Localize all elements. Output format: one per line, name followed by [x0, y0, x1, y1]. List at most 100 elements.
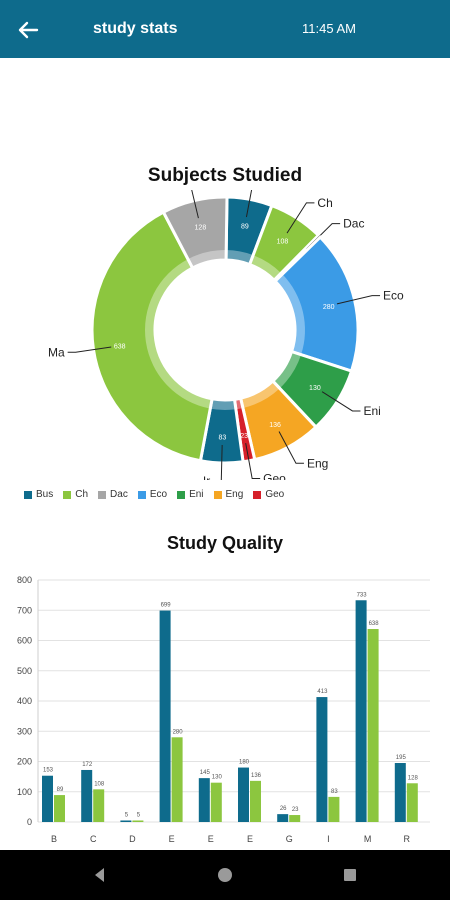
- donut-leader-line: [286, 202, 315, 234]
- donut-value-label: 128: [195, 224, 207, 231]
- bar-value-label: 26: [280, 806, 287, 812]
- page-title: study stats: [93, 20, 178, 37]
- bar-2-6[interactable]: [289, 815, 301, 822]
- legend-item-eco[interactable]: Eco: [137, 489, 168, 500]
- bar-value-label: 136: [251, 773, 262, 779]
- bar-value-label: 153: [43, 768, 54, 774]
- donut-inner-ring: [226, 250, 254, 265]
- bar-value-label: 128: [408, 775, 419, 781]
- legend-label: Eco: [149, 489, 168, 500]
- bar-value-label: 23: [292, 807, 299, 813]
- bar-1-9[interactable]: [394, 763, 406, 822]
- x-tick-label: G: [286, 834, 293, 844]
- status-time: 11:45 AM: [302, 21, 356, 36]
- donut-value-label: 130: [309, 385, 321, 392]
- bar-1-3[interactable]: [159, 610, 171, 822]
- bar-1-0[interactable]: [42, 775, 53, 822]
- bar-2-5[interactable]: [250, 780, 261, 822]
- bar-2-7[interactable]: [328, 796, 340, 822]
- bar-2-4[interactable]: [210, 782, 222, 822]
- legend-item-dac[interactable]: Dac: [98, 489, 128, 500]
- legend-swatch: [98, 490, 107, 499]
- bar-1-7[interactable]: [316, 697, 328, 822]
- legend-swatch: [213, 490, 222, 499]
- legend-item-ch[interactable]: Ch: [63, 489, 88, 500]
- donut-slice-label: Geo: [263, 472, 286, 480]
- bar-1-6[interactable]: [277, 814, 289, 822]
- bar-chart: 0 100 200 300 400 500 600 700 800 153 89 B 172 108 C 5 5…: [17, 575, 430, 844]
- bar-chart-title: Study Quality: [166, 533, 283, 553]
- donut-inner-ring: [249, 255, 282, 281]
- bar-1-5[interactable]: [238, 767, 249, 822]
- y-tick-label: 500: [17, 666, 32, 676]
- bar-value-label: 195: [396, 755, 407, 761]
- donut-leader-line: [245, 190, 253, 218]
- legend-label: Geo: [265, 489, 285, 500]
- y-tick-label: 600: [17, 636, 32, 646]
- bar-value-label: 413: [317, 689, 328, 695]
- bar-value-label: 733: [357, 592, 368, 598]
- legend-label: Dac: [110, 489, 128, 500]
- legend-label: Eni: [189, 489, 204, 500]
- donut-slice-ma[interactable]: [90, 210, 214, 463]
- y-tick-label: 300: [17, 726, 32, 736]
- donut-leader-line: [67, 346, 112, 353]
- square-recents-icon[interactable]: [340, 865, 360, 885]
- donut-slice-eco[interactable]: [273, 235, 360, 373]
- y-tick-label: 800: [17, 575, 32, 585]
- legend-item-eng[interactable]: Eng: [213, 489, 243, 500]
- legend-swatch: [177, 490, 186, 499]
- bar-value-label: 699: [161, 603, 172, 609]
- bar-2-9[interactable]: [406, 783, 418, 822]
- bar-1-1[interactable]: [81, 769, 93, 822]
- donut-inner-ring: [145, 259, 213, 409]
- donut-chart: 89Bus108Ch5Dac280Eco130Eni136Eng23Geo83I…: [48, 190, 404, 480]
- x-tick-label: M: [364, 834, 372, 844]
- donut-slice-re[interactable]: [161, 195, 229, 270]
- x-tick-label: B: [51, 834, 57, 844]
- donut-slice-label: Eni: [363, 404, 380, 418]
- legend-label: Bus: [36, 489, 54, 500]
- system-nav-bar: [0, 850, 450, 900]
- legend-swatch: [137, 490, 146, 499]
- legend-swatch: [24, 490, 32, 499]
- bar-2-0[interactable]: [54, 795, 65, 822]
- legend-item-geo[interactable]: Geo: [253, 489, 284, 500]
- arrow-left-icon[interactable]: [12, 14, 44, 46]
- legend-item-eni[interactable]: Eni: [177, 489, 204, 500]
- legend-item-bus[interactable]: Bus: [24, 489, 53, 500]
- donut-leader-line: [321, 391, 361, 412]
- bar-1-4[interactable]: [198, 778, 210, 822]
- bar-2-8[interactable]: [367, 629, 379, 822]
- y-tick-label: 100: [17, 787, 32, 797]
- bar-1-2[interactable]: [120, 820, 132, 822]
- donut-leader-line: [191, 190, 199, 219]
- bar-value-label: 130: [212, 775, 223, 781]
- bar-value-label: 172: [82, 762, 93, 768]
- donut-legend: Bus Ch Dac Eco Eni Eng Geo: [24, 489, 284, 500]
- donut-value-label: 23: [240, 433, 248, 440]
- bar-2-3[interactable]: [171, 737, 183, 822]
- donut-value-label: 89: [241, 223, 249, 230]
- bar-value-label: 5: [125, 812, 129, 818]
- x-tick-label: I: [327, 834, 330, 844]
- x-tick-label: R: [404, 834, 411, 844]
- donut-chart-title: Subjects Studied: [147, 165, 303, 186]
- donut-value-label: 280: [323, 304, 335, 311]
- donut-inner-ring: [272, 351, 302, 389]
- bar-2-2[interactable]: [132, 820, 144, 822]
- donut-inner-ring: [240, 381, 280, 408]
- bar-value-label: 89: [57, 787, 64, 793]
- triangle-back-icon[interactable]: [90, 865, 110, 885]
- circle-home-icon[interactable]: [215, 865, 235, 885]
- bar-value-label: 180: [239, 760, 250, 766]
- bar-value-label: 638: [369, 621, 380, 627]
- bar-2-1[interactable]: [93, 789, 105, 822]
- donut-leader-line: [245, 443, 261, 480]
- y-tick-label: 700: [17, 605, 32, 615]
- app-bar: study stats 11:45 AM: [0, 0, 450, 58]
- bar-1-8[interactable]: [355, 600, 367, 822]
- bar-value-label: 108: [94, 781, 105, 787]
- donut-leader-line: [336, 295, 381, 305]
